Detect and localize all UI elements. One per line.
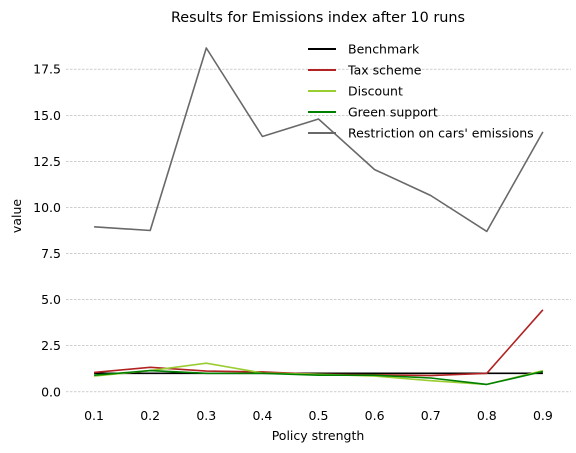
y-tick-label: 7.5 [41,246,61,261]
y-axis-label: value [9,199,24,233]
x-tick-label: 0.1 [84,408,104,423]
y-tick-label: 5.0 [41,292,61,307]
legend-label: Benchmark [348,42,420,57]
legend-label: Green support [348,105,438,120]
y-tick-label: 12.5 [33,154,61,169]
series-line [94,309,544,377]
series-lines [94,47,544,386]
x-tick-label: 0.8 [477,408,497,423]
y-tick-label: 0.0 [41,384,61,399]
grid-lines [66,68,571,393]
y-tick-labels: 0.0 2.5 5.0 7.5 10.0 12.5 15.0 17.5 [33,62,61,400]
y-tick-label: 15.0 [33,108,61,123]
x-tick-label: 0.7 [421,408,441,423]
legend-label: Discount [348,84,403,99]
y-tick-label: 2.5 [41,338,61,353]
x-tick-label: 0.9 [533,408,553,423]
legend-label: Restriction on cars' emissions [348,126,534,141]
x-tick-label: 0.4 [252,408,272,423]
x-tick-label: 0.3 [196,408,216,423]
series-line [94,47,544,233]
x-axis-label: Policy strength [272,428,365,443]
chart-title: Results for Emissions index after 10 run… [171,10,465,26]
x-tick-label: 0.5 [309,408,329,423]
x-tick-labels: 0.1 0.2 0.3 0.4 0.5 0.6 0.7 0.8 0.9 [84,408,553,423]
series-line [94,369,544,386]
series-line [94,362,544,386]
x-tick-label: 0.2 [140,408,160,423]
y-tick-label: 10.0 [33,200,61,215]
legend: Benchmark Tax scheme Discount Green support… [308,42,534,141]
y-tick-label: 17.5 [33,62,61,77]
x-tick-label: 0.6 [365,408,385,423]
legend-label: Tax scheme [347,63,422,78]
